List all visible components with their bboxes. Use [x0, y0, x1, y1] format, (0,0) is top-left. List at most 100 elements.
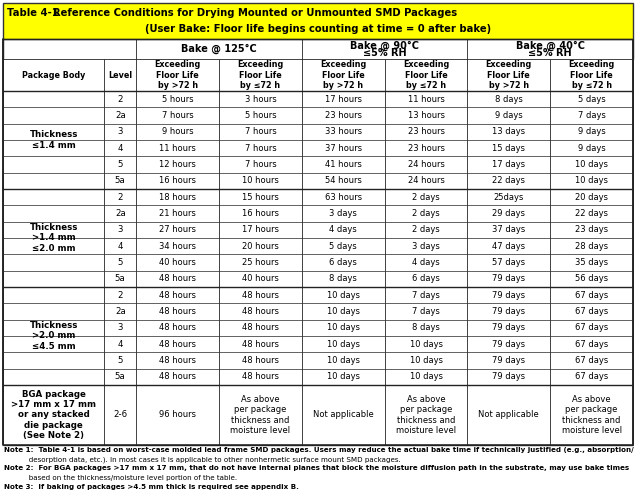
Text: 7 hours: 7 hours [162, 111, 193, 120]
Text: 6 days: 6 days [329, 258, 357, 267]
Text: 2-6: 2-6 [113, 410, 127, 420]
Text: (User Bake: Floor life begins counting at time = 0 after bake): (User Bake: Floor life begins counting a… [145, 24, 491, 34]
Text: 48 hours: 48 hours [242, 372, 279, 381]
Text: Note 1:  Table 4-1 is based on worst-case molded lead frame SMD packages. Users : Note 1: Table 4-1 is based on worst-case… [4, 447, 633, 453]
Text: Level: Level [108, 70, 132, 80]
Text: 25days: 25days [494, 192, 524, 202]
Text: 24 hours: 24 hours [408, 176, 445, 186]
Text: based on the thickness/moisture level portion of the table.: based on the thickness/moisture level po… [4, 474, 237, 480]
Text: 57 days: 57 days [492, 258, 525, 267]
Text: 79 days: 79 days [492, 323, 525, 332]
Text: 7 hours: 7 hours [245, 144, 277, 152]
Text: 4 days: 4 days [329, 226, 357, 234]
Text: 10 days: 10 days [575, 160, 608, 169]
Text: 12 hours: 12 hours [159, 160, 196, 169]
Text: 48 hours: 48 hours [159, 356, 197, 365]
Text: 56 days: 56 days [575, 274, 608, 283]
Text: 3: 3 [118, 128, 123, 136]
Text: 7 days: 7 days [412, 307, 440, 316]
Text: 15 hours: 15 hours [242, 192, 279, 202]
Text: 48 hours: 48 hours [242, 290, 279, 300]
Text: 5 hours: 5 hours [162, 94, 193, 104]
Text: 18 hours: 18 hours [159, 192, 197, 202]
Text: Table 4-1: Table 4-1 [7, 8, 59, 18]
Text: Exceeding
Floor Life
by ≤72 h: Exceeding Floor Life by ≤72 h [237, 60, 284, 90]
Text: Thickness
>1.4 mm
≤2.0 mm: Thickness >1.4 mm ≤2.0 mm [29, 223, 78, 253]
Text: 67 days: 67 days [575, 356, 608, 365]
Text: 10 days: 10 days [327, 290, 360, 300]
Text: 2a: 2a [115, 209, 126, 218]
Text: 54 hours: 54 hours [325, 176, 362, 186]
Bar [3, 39, 633, 445]
Text: 3 days: 3 days [329, 209, 357, 218]
Text: 10 days: 10 days [327, 307, 360, 316]
Text: 4 days: 4 days [412, 258, 440, 267]
Text: 2 days: 2 days [412, 209, 440, 218]
Text: 48 hours: 48 hours [159, 340, 197, 348]
Text: 5: 5 [118, 258, 123, 267]
Text: 10 days: 10 days [575, 176, 608, 186]
Text: 48 hours: 48 hours [159, 323, 197, 332]
Text: 5: 5 [118, 160, 123, 169]
Text: 4: 4 [118, 242, 123, 250]
Text: Reference Conditions for Drying Mounted or Unmounted SMD Packages: Reference Conditions for Drying Mounted … [53, 8, 457, 18]
Text: 10 days: 10 days [410, 340, 443, 348]
Text: 9 days: 9 days [577, 128, 605, 136]
Text: 20 hours: 20 hours [242, 242, 279, 250]
Text: 7 days: 7 days [412, 290, 440, 300]
Text: 28 days: 28 days [575, 242, 608, 250]
Text: Note 2:  For BGA packages >17 mm x 17 mm, that do not have internal planes that : Note 2: For BGA packages >17 mm x 17 mm,… [4, 466, 629, 471]
Text: 5: 5 [118, 356, 123, 365]
Text: Bake @ 90°C: Bake @ 90°C [350, 40, 419, 50]
Text: 24 hours: 24 hours [408, 160, 445, 169]
Text: Thickness
>2.0 mm
≤4.5 mm: Thickness >2.0 mm ≤4.5 mm [29, 321, 78, 351]
Text: desorption data, etc.). In most cases it is applicable to other nonhermetic surf: desorption data, etc.). In most cases it… [4, 456, 401, 462]
Text: 13 days: 13 days [492, 128, 525, 136]
Text: 17 days: 17 days [492, 160, 525, 169]
Text: 16 hours: 16 hours [242, 209, 279, 218]
Text: 23 days: 23 days [575, 226, 608, 234]
Text: 3: 3 [118, 323, 123, 332]
Text: Exceeding
Floor Life
by ≤72 h: Exceeding Floor Life by ≤72 h [403, 60, 449, 90]
Text: 11 hours: 11 hours [408, 94, 445, 104]
Text: 4: 4 [118, 340, 123, 348]
Text: 2: 2 [118, 192, 123, 202]
Text: 29 days: 29 days [492, 209, 525, 218]
Text: 22 days: 22 days [575, 209, 608, 218]
Text: 2a: 2a [115, 307, 126, 316]
Text: 5 days: 5 days [329, 242, 357, 250]
Bar [3, 3, 633, 39]
Text: As above
per package
thickness and
moisture level: As above per package thickness and moist… [562, 395, 621, 435]
Text: 48 hours: 48 hours [242, 307, 279, 316]
Text: 48 hours: 48 hours [159, 290, 197, 300]
Text: 5a: 5a [115, 176, 126, 186]
Text: 40 hours: 40 hours [242, 274, 279, 283]
Text: 5 days: 5 days [577, 94, 605, 104]
Text: ≤5% RH: ≤5% RH [529, 48, 572, 58]
Text: 67 days: 67 days [575, 290, 608, 300]
Text: 67 days: 67 days [575, 323, 608, 332]
Text: 5a: 5a [115, 372, 126, 381]
Text: Exceeding
Floor Life
by >72 h: Exceeding Floor Life by >72 h [486, 60, 532, 90]
Text: Exceeding
Floor Life
by >72 h: Exceeding Floor Life by >72 h [155, 60, 201, 90]
Text: 2 days: 2 days [412, 192, 440, 202]
Text: 9 days: 9 days [495, 111, 523, 120]
Text: 10 days: 10 days [410, 372, 443, 381]
Text: Thickness
≤1.4 mm: Thickness ≤1.4 mm [29, 130, 78, 150]
Text: 79 days: 79 days [492, 356, 525, 365]
Text: 20 days: 20 days [575, 192, 608, 202]
Text: 67 days: 67 days [575, 340, 608, 348]
Text: 8 days: 8 days [495, 94, 523, 104]
Text: As above
per package
thickness and
moisture level: As above per package thickness and moist… [230, 395, 291, 435]
Text: 3 hours: 3 hours [245, 94, 277, 104]
Text: As above
per package
thickness and
moisture level: As above per package thickness and moist… [396, 395, 456, 435]
Text: 40 hours: 40 hours [159, 258, 196, 267]
Text: 4: 4 [118, 144, 123, 152]
Text: Exceeding
Floor Life
by ≤72 h: Exceeding Floor Life by ≤72 h [569, 60, 615, 90]
Text: 67 days: 67 days [575, 372, 608, 381]
Text: 34 hours: 34 hours [159, 242, 197, 250]
Text: 79 days: 79 days [492, 340, 525, 348]
Text: 67 days: 67 days [575, 307, 608, 316]
Text: 79 days: 79 days [492, 274, 525, 283]
Text: 5a: 5a [115, 274, 126, 283]
